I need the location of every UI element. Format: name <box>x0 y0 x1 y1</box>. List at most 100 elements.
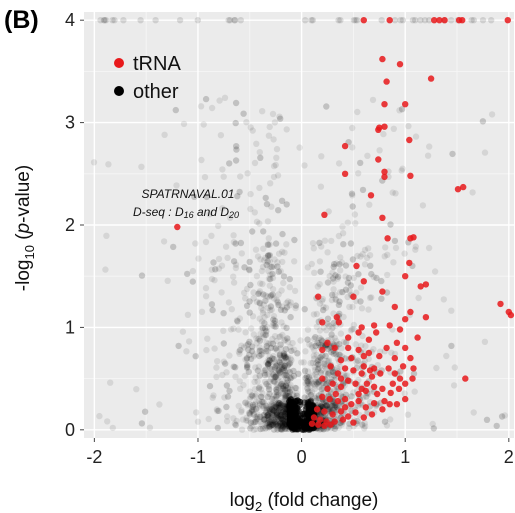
other-point <box>328 237 335 245</box>
other-point <box>278 380 285 388</box>
x-tick-label: 0 <box>297 447 307 467</box>
other-point <box>275 369 282 376</box>
other-point <box>275 407 282 414</box>
other-point <box>273 411 280 418</box>
other-point <box>340 313 347 321</box>
other-point <box>232 421 239 429</box>
other-point <box>271 364 278 371</box>
other-point <box>256 315 263 322</box>
other-point <box>270 417 278 424</box>
other-point <box>261 416 268 423</box>
other-point <box>265 419 272 427</box>
other-point <box>271 407 278 414</box>
other-point <box>277 306 285 313</box>
other-point <box>243 355 251 362</box>
other-point <box>272 403 279 410</box>
other-point <box>272 421 280 428</box>
other-point <box>287 313 294 321</box>
other-point <box>391 17 399 24</box>
other-point <box>281 420 289 428</box>
other-point <box>338 345 345 352</box>
other-point <box>232 364 239 371</box>
other-point <box>265 416 273 424</box>
other-point <box>324 249 331 256</box>
other-point <box>348 393 355 400</box>
other-point <box>172 106 179 114</box>
other-point <box>347 327 355 334</box>
other-point <box>325 369 332 376</box>
other-point <box>218 289 225 296</box>
trna-point <box>384 235 391 242</box>
other-point <box>279 420 286 427</box>
other-point <box>255 385 263 392</box>
other-point <box>283 241 290 248</box>
trna-point <box>460 183 467 191</box>
other-point <box>275 404 282 411</box>
other-point <box>263 419 270 427</box>
other-point <box>228 306 235 313</box>
other-point <box>281 307 288 314</box>
other-point <box>282 346 290 353</box>
other-point <box>220 340 227 347</box>
other-point <box>263 423 271 430</box>
trna-point <box>454 186 462 193</box>
other-point <box>273 413 280 420</box>
other-point <box>275 413 283 420</box>
other-point <box>243 414 250 422</box>
other-point <box>426 17 433 24</box>
other-point <box>343 372 351 379</box>
other-point <box>133 386 140 393</box>
other-point <box>208 104 216 112</box>
other-point <box>313 374 321 381</box>
other-point <box>267 271 274 278</box>
other-point <box>262 421 269 428</box>
other-point <box>274 411 281 418</box>
other-point <box>272 396 279 404</box>
other-point <box>284 389 291 396</box>
other-point <box>302 17 309 24</box>
other-point <box>367 262 374 269</box>
other-point <box>280 352 287 359</box>
other-point <box>470 17 477 24</box>
other-point <box>342 273 349 280</box>
other-point <box>284 354 292 361</box>
other-point <box>290 372 298 380</box>
other-point <box>276 354 284 362</box>
trna-point <box>326 395 333 403</box>
trna-point <box>337 375 345 382</box>
other-point <box>277 404 284 411</box>
other-point <box>333 351 340 358</box>
other-point <box>317 268 324 275</box>
other-point <box>263 200 271 208</box>
other-point <box>325 358 332 365</box>
other-point <box>284 377 291 384</box>
other-point <box>278 422 285 429</box>
other-point <box>279 416 286 423</box>
other-point <box>314 339 321 346</box>
other-point <box>316 426 323 433</box>
other-point <box>293 392 301 399</box>
other-point <box>278 400 286 407</box>
other-point <box>292 304 299 312</box>
other-point <box>257 386 265 393</box>
trna-point <box>360 17 367 24</box>
other-point <box>247 281 254 289</box>
other-point <box>329 324 336 331</box>
trna-point <box>409 375 416 382</box>
other-point <box>230 325 237 332</box>
other-point <box>272 400 280 407</box>
other-point <box>280 366 287 373</box>
other-point <box>257 280 264 287</box>
other-point <box>415 294 422 302</box>
other-point <box>271 317 279 325</box>
trna-point <box>441 17 448 24</box>
other-point <box>274 422 282 430</box>
other-point <box>278 411 285 419</box>
other-point <box>209 306 216 314</box>
other-point <box>251 351 259 358</box>
other-point <box>293 423 300 430</box>
trna-point <box>339 416 347 423</box>
trna-point <box>375 156 382 163</box>
other-point <box>339 288 346 296</box>
other-point <box>381 253 388 260</box>
